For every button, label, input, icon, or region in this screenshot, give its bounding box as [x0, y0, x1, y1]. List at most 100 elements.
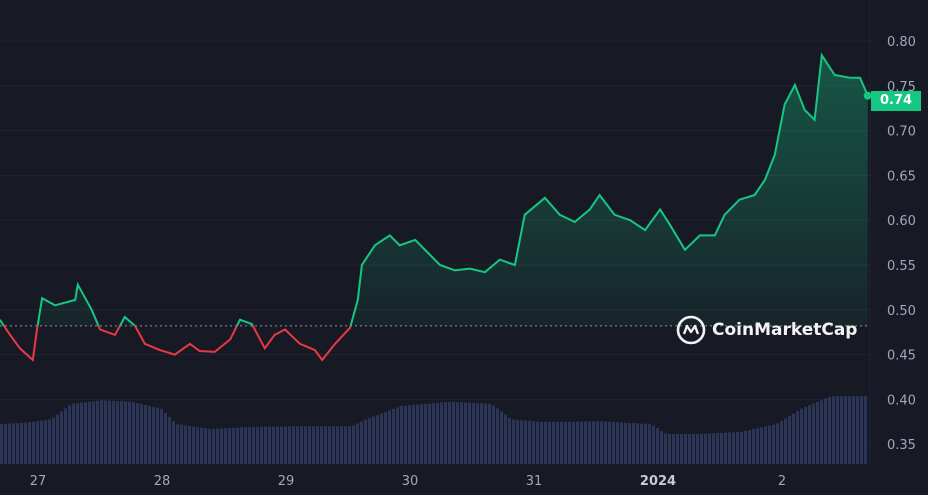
volume-bar: [240, 427, 243, 464]
volume-bar: [692, 433, 695, 464]
volume-bar: [516, 419, 519, 464]
volume-bar: [680, 433, 683, 464]
volume-bar: [200, 427, 203, 464]
volume-bar: [476, 403, 479, 464]
volume-bar: [584, 421, 587, 464]
volume-bar: [280, 426, 283, 464]
y-tick-label: 0.50: [887, 304, 916, 319]
volume-bar: [608, 421, 611, 464]
volume-bar: [552, 421, 555, 464]
volume-bar: [672, 433, 675, 464]
volume-bar: [192, 426, 195, 464]
volume-bar: [844, 396, 847, 464]
volume-bar: [356, 423, 359, 464]
volume-bar: [512, 419, 515, 464]
volume-bar: [232, 427, 235, 464]
x-tick-label: 31: [526, 474, 543, 489]
x-axis: 27 28 29 30 31 2024 2: [30, 474, 786, 489]
volume-bar: [776, 423, 779, 464]
volume-bar: [8, 423, 11, 464]
volume-bar: [212, 428, 215, 464]
volume-bar: [36, 421, 39, 464]
volume-bar: [364, 419, 367, 464]
coinmarketcap-logo-icon: [676, 315, 706, 345]
volume-bar: [708, 433, 711, 464]
volume-bar: [856, 396, 859, 464]
volume-bar: [164, 412, 167, 464]
volume-bar: [520, 420, 523, 464]
volume-bar: [396, 407, 399, 464]
volume-bar: [632, 423, 635, 464]
volume-bar: [432, 403, 435, 464]
volume-bar: [68, 405, 71, 464]
volume-bar: [600, 421, 603, 464]
volume-bar: [400, 405, 403, 464]
volume-bar: [136, 403, 139, 464]
volume-bar: [464, 402, 467, 464]
volume-bar: [148, 405, 151, 464]
volume-bar: [412, 404, 415, 464]
volume-bar: [300, 426, 303, 464]
volume-bar: [140, 404, 143, 464]
volume-bar: [832, 396, 835, 464]
volume-bar: [204, 428, 207, 464]
volume-bar: [536, 421, 539, 464]
volume-bar: [820, 400, 823, 464]
volume-bar: [528, 420, 531, 464]
volume-bar: [92, 401, 95, 464]
y-tick-label: 0.70: [887, 125, 916, 140]
volume-bar: [488, 403, 491, 464]
volume-bar: [628, 422, 631, 464]
volume-bar: [416, 404, 419, 464]
volume-bar: [656, 428, 659, 464]
volume-bar: [836, 396, 839, 464]
volume-bar: [548, 421, 551, 464]
volume-bar: [704, 433, 707, 464]
volume-bar: [276, 426, 279, 464]
volume-bar: [812, 403, 815, 464]
volume-bar: [436, 402, 439, 464]
volume-bar: [784, 418, 787, 464]
volume-bar: [160, 408, 163, 464]
volume-bar: [128, 401, 131, 464]
volume-bar: [312, 426, 315, 464]
volume-bar: [740, 431, 743, 464]
volume-bar: [524, 420, 527, 464]
volume-bar: [592, 421, 595, 464]
volume-bar: [500, 411, 503, 464]
volume-bar: [684, 433, 687, 464]
volume-bar: [624, 422, 627, 464]
volume-bar: [780, 420, 783, 464]
price-area-fill: [0, 55, 868, 326]
volume-bar: [384, 411, 387, 464]
volume-bar: [112, 400, 115, 464]
watermark-text: CoinMarketCap: [712, 320, 858, 340]
volume-bar: [208, 428, 211, 464]
volume-bar: [468, 402, 471, 464]
volume-bar: [860, 396, 863, 464]
x-tick-label: 29: [278, 474, 295, 489]
volume-bar: [88, 401, 91, 464]
volume-bar: [636, 423, 639, 464]
y-axis: 0.800.750.700.650.600.550.500.450.400.35: [887, 35, 916, 453]
volume-bar: [216, 428, 219, 464]
price-line-up: [0, 52, 869, 326]
volume-bar: [124, 401, 127, 464]
y-tick-label: 0.65: [887, 169, 916, 184]
volume-bar: [248, 426, 251, 464]
volume-bar: [540, 421, 543, 464]
volume-bar: [156, 407, 159, 464]
volume-bar: [472, 402, 475, 464]
volume-bar: [116, 401, 119, 464]
current-price-tag: 0.74: [871, 91, 921, 111]
volume-bar: [172, 421, 175, 464]
volume-bar: [788, 416, 791, 464]
y-tick-label: 0.45: [887, 349, 916, 364]
volume-bar: [580, 421, 583, 464]
volume-bar: [24, 422, 27, 464]
volume-bar: [792, 413, 795, 464]
volume-bar: [732, 432, 735, 464]
volume-bar: [28, 422, 31, 464]
volume-bar: [728, 432, 731, 464]
volume-bar: [168, 416, 171, 464]
